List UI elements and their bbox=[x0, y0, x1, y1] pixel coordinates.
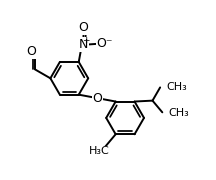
Text: O: O bbox=[27, 45, 37, 58]
Text: +: + bbox=[83, 36, 90, 45]
Text: CH₃: CH₃ bbox=[166, 82, 187, 91]
Text: O: O bbox=[79, 21, 89, 34]
Text: H₃C: H₃C bbox=[89, 146, 110, 156]
Text: CH₃: CH₃ bbox=[168, 108, 189, 118]
Text: O: O bbox=[92, 92, 102, 105]
Text: O⁻: O⁻ bbox=[96, 37, 113, 50]
Text: N: N bbox=[79, 38, 88, 51]
